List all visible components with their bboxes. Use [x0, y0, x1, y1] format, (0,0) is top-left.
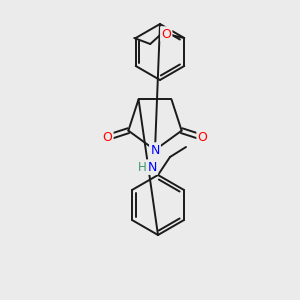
Text: N: N — [150, 143, 160, 157]
Text: O: O — [103, 131, 112, 144]
Text: N: N — [148, 161, 157, 174]
Text: O: O — [198, 131, 208, 144]
Text: O: O — [161, 28, 171, 40]
Text: H: H — [138, 161, 147, 174]
